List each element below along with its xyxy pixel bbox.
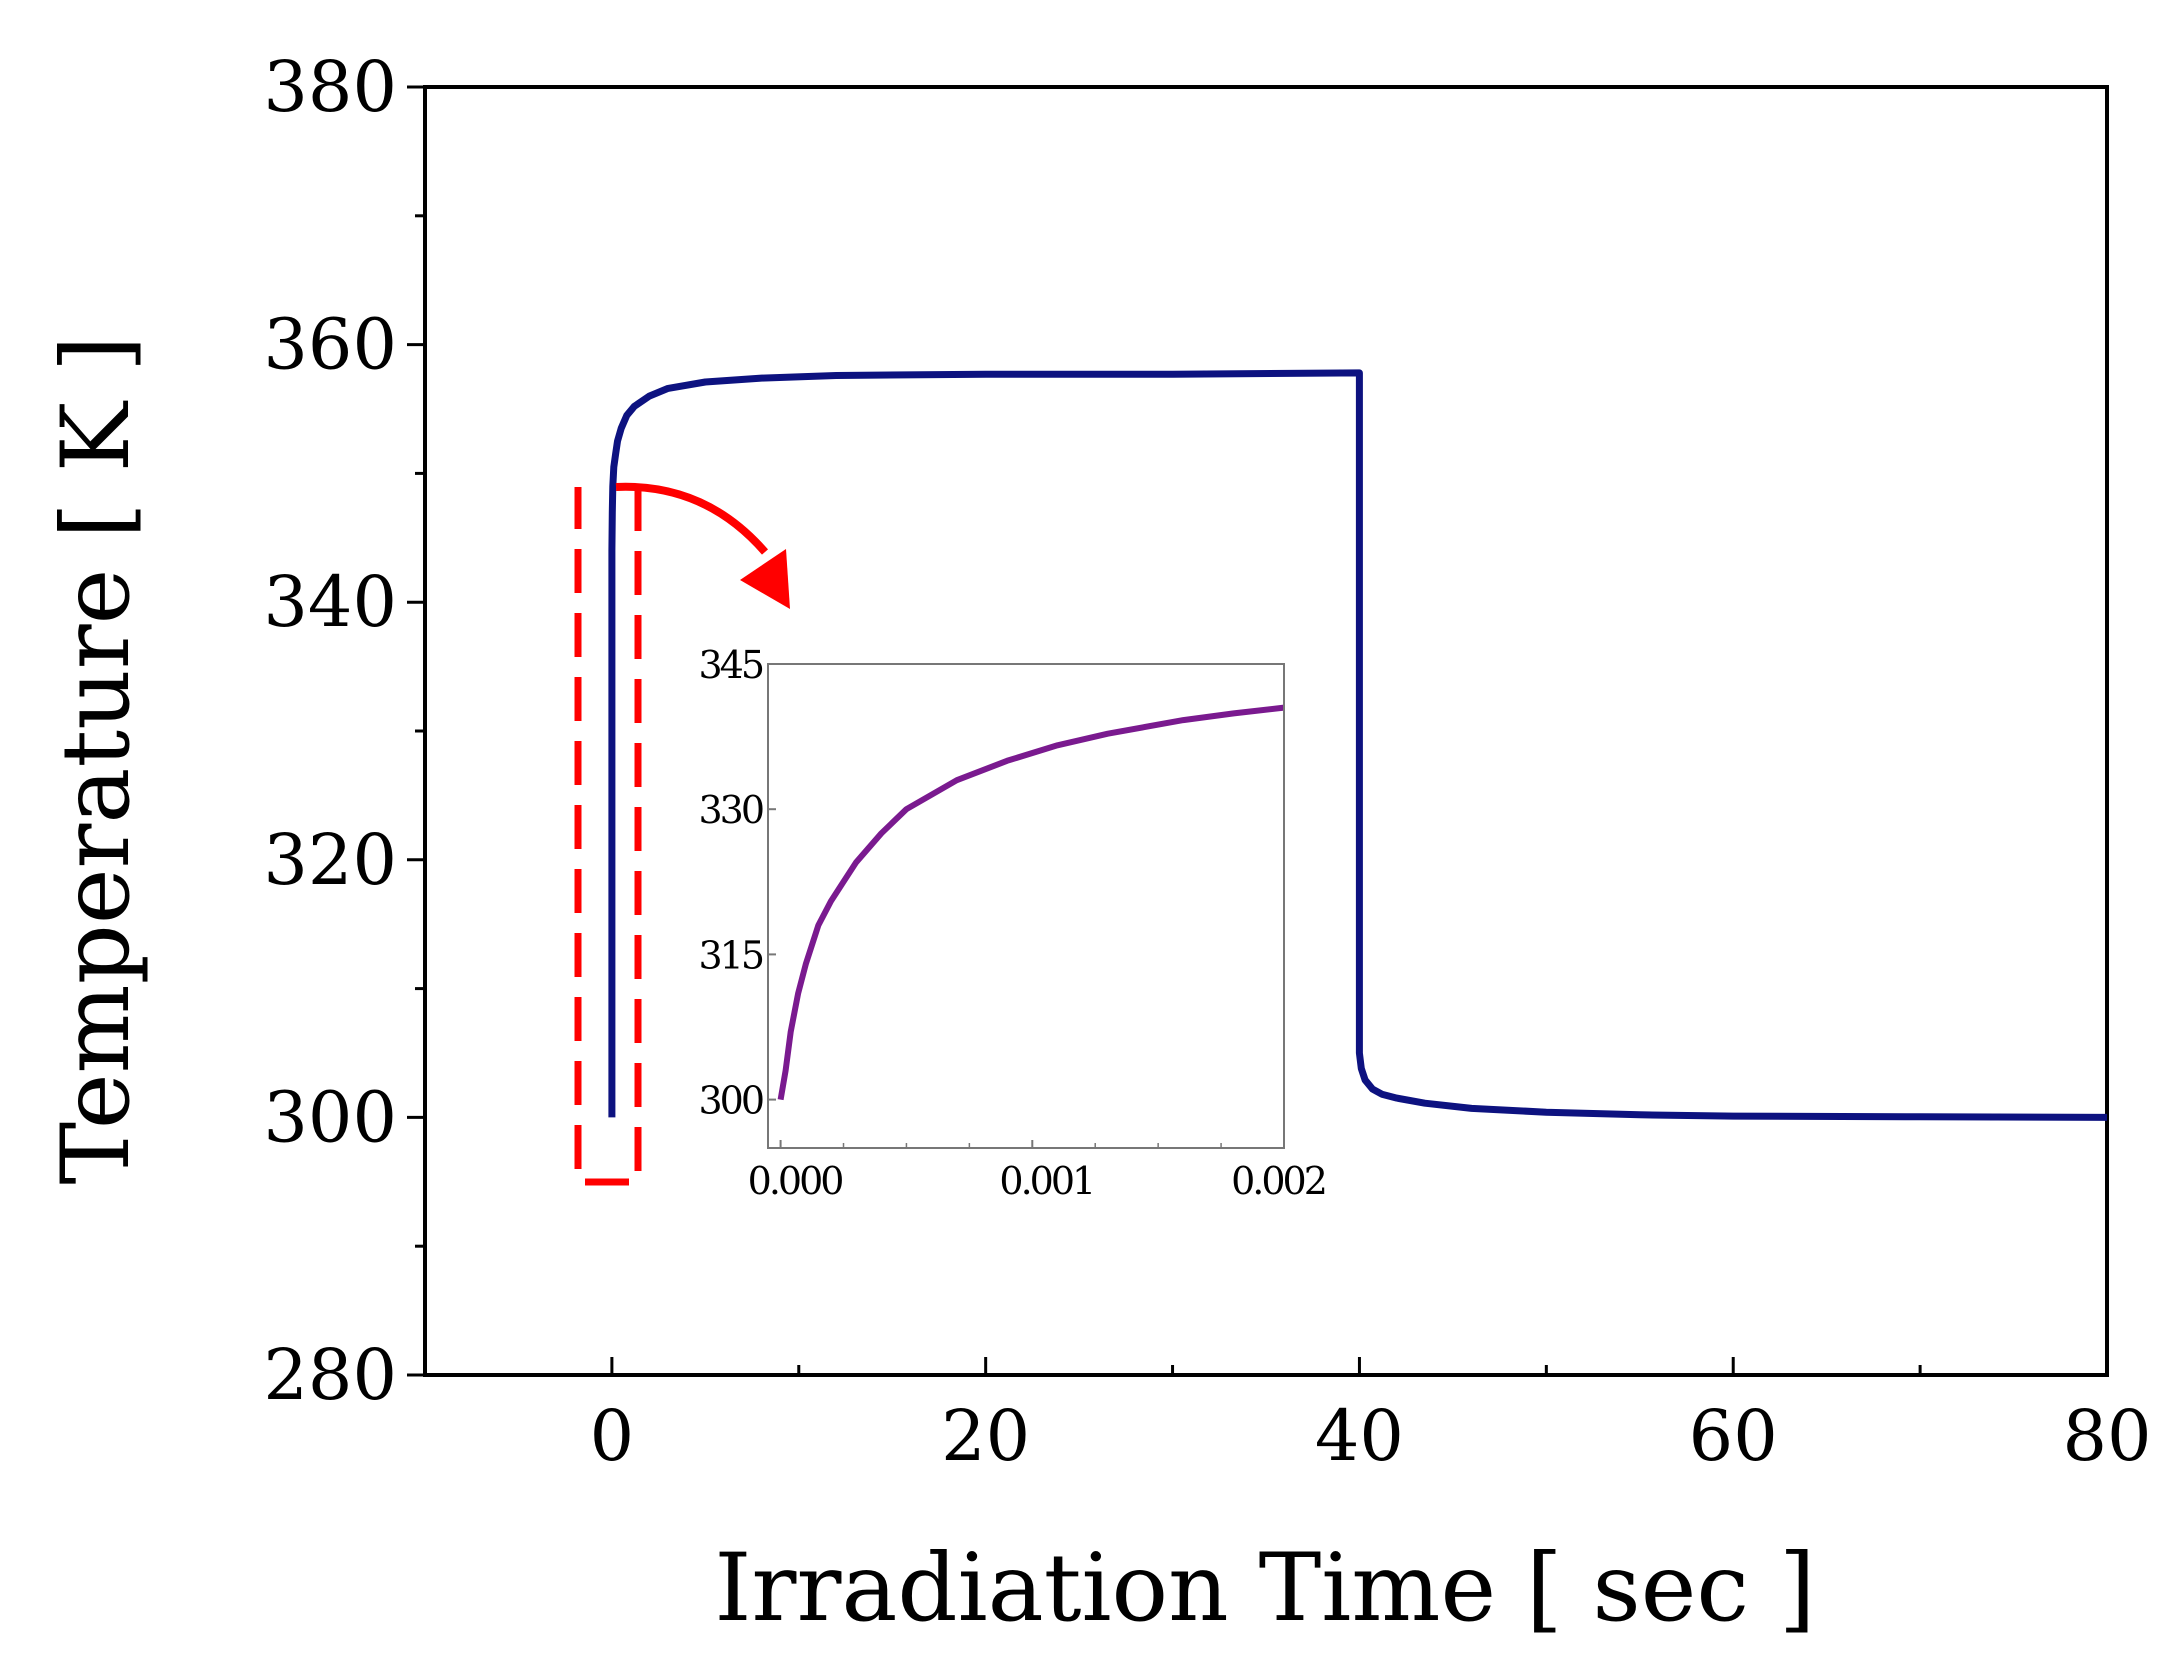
main-x-tick-label: 20 bbox=[941, 1395, 1030, 1477]
inset-x-ticks: 0.000 0.001 0.002 bbox=[748, 1140, 1328, 1203]
main-y-tick-label: 280 bbox=[263, 1334, 397, 1416]
main-y-tick-label: 340 bbox=[263, 561, 397, 643]
inset-series-group bbox=[777, 704, 1285, 1101]
x-axis-title: Irradiation Time [ sec ] bbox=[714, 1534, 1815, 1643]
main-x-tick-label: 0 bbox=[590, 1395, 635, 1477]
main-x-tick-label: 40 bbox=[1315, 1395, 1404, 1477]
inset-y-tick-label: 345 bbox=[698, 643, 762, 687]
inset-x-tick-label: 0.001 bbox=[999, 1159, 1093, 1203]
main-x-tick-label: 80 bbox=[2062, 1395, 2151, 1477]
inset-y-tick-label: 315 bbox=[698, 933, 762, 977]
main-series-line bbox=[608, 369, 2108, 1121]
main-y-tick-label: 360 bbox=[263, 304, 397, 386]
main-y-tick-label: 300 bbox=[263, 1076, 397, 1158]
zoom-arrow bbox=[615, 482, 769, 555]
inset-series-line bbox=[777, 704, 1285, 1101]
inset-x-tick-label: 0.002 bbox=[1231, 1159, 1325, 1203]
main-series-group bbox=[608, 369, 2108, 1121]
y-axis-title: Temperature [ K ] bbox=[42, 335, 151, 1184]
main-x-tick-label: 60 bbox=[1689, 1395, 1778, 1477]
main-y-tick-label: 380 bbox=[263, 46, 397, 128]
inset-background bbox=[768, 664, 1284, 1148]
inset-plot-frame bbox=[767, 663, 1285, 1149]
main-x-ticks: 0 20 40 60 80 bbox=[590, 1357, 2152, 1477]
main-y-tick-label: 320 bbox=[263, 819, 397, 901]
zoom-box bbox=[574, 487, 642, 1186]
main-y-ticks: 280 300 320 340 360 380 bbox=[263, 46, 425, 1416]
inset-y-ticks: 300 315 330 345 bbox=[698, 643, 776, 1123]
inset-y-tick-label: 300 bbox=[698, 1079, 762, 1123]
inset-x-tick-label: 0.000 bbox=[748, 1159, 843, 1203]
inset-y-tick-label: 330 bbox=[698, 788, 762, 832]
zoom-arrow-head bbox=[740, 549, 790, 609]
